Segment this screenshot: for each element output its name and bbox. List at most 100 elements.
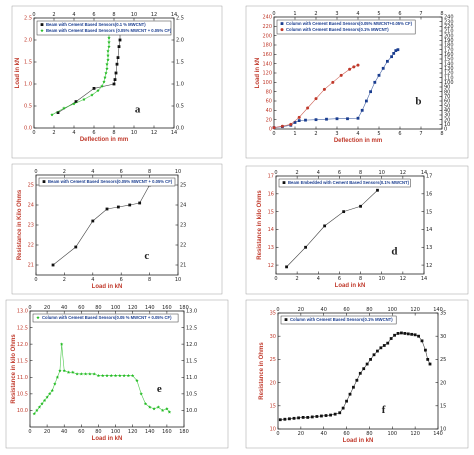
right-tick-label: 22 [180, 243, 186, 249]
right-tick-label: 11.5 [186, 358, 197, 364]
data-point [138, 201, 142, 205]
legend-marker [40, 28, 44, 33]
y-tick-label: 25 [270, 357, 276, 363]
top-tick-label: 5 [377, 11, 380, 17]
right-tick-label: 180 [444, 43, 454, 49]
y-tick-label: 180 [262, 43, 272, 49]
x-tick-label: 12 [400, 276, 406, 282]
data-point [297, 416, 300, 420]
x-tick-label: 10 [131, 130, 137, 136]
y-tick-label: 20 [266, 117, 272, 123]
y-tick-label: 11.0 [17, 375, 28, 381]
y-axis-label: Resistance in kilo Ohms [257, 190, 263, 260]
data-point [106, 49, 110, 53]
x-axis-label: Deflection in mm [80, 137, 128, 143]
top-tick-label: 6 [338, 170, 341, 176]
panel-label: e [157, 383, 162, 395]
data-point [82, 97, 86, 101]
data-point [345, 399, 348, 403]
data-point [115, 62, 119, 66]
y-tick-label: 14 [268, 227, 274, 233]
x-tick-label: 2 [314, 131, 317, 137]
top-tick-label: 120 [410, 307, 420, 313]
y-tick-label: 10.0 [17, 408, 28, 414]
data-point [51, 263, 55, 267]
x-tick-label: 10 [175, 277, 181, 283]
y-tick-label: 10 [270, 427, 276, 433]
legend: Column with Cement Based Sensors(0.1% MW… [280, 315, 397, 325]
legend-marker [40, 23, 44, 26]
data-point [72, 102, 76, 106]
right-tick-label: 35 [440, 311, 446, 317]
data-point [105, 207, 109, 211]
right-tick-label: 0 [444, 127, 447, 133]
x-tick-label: 7 [419, 131, 422, 137]
data-point [62, 368, 66, 373]
y-tick-label: 21 [28, 263, 34, 269]
panel-frame [245, 299, 469, 449]
x-tick-label: 14 [421, 276, 427, 282]
right-tick-label: 60 [444, 99, 450, 105]
data-point [331, 80, 335, 84]
top-tick-label: 10 [175, 169, 181, 175]
y-tick-label: 13.0 [17, 309, 28, 315]
y-tick-label: 30 [270, 334, 276, 340]
series-a-2 [50, 29, 111, 117]
y-tick-label: 23 [28, 223, 34, 229]
data-point [329, 413, 332, 417]
y-axis-label: Resistance in Kilo Ohms [17, 189, 23, 260]
data-point [338, 411, 342, 415]
top-tick-label: 14 [171, 12, 177, 18]
x-tick-label: 120 [410, 431, 420, 437]
chart-panel-e: 0 20 40 60 80 100 120 140 160 180 0 20 40 60 80 100 120 1… [5, 299, 229, 449]
x-tick-label: 6 [338, 276, 341, 282]
x-tick-label: 12 [151, 130, 157, 136]
top-tick-label: 0 [276, 307, 279, 313]
data-point [92, 372, 96, 376]
x-tick-label: 4 [356, 131, 359, 137]
data-point [71, 370, 75, 374]
x-tick-label: 140 [433, 431, 443, 437]
data-point [301, 416, 305, 419]
data-point [103, 75, 107, 79]
legend: Beam with Cement Based Sensors(0.1 % MWC… [36, 20, 172, 36]
series-line [273, 49, 399, 128]
data-point [75, 372, 79, 376]
top-tick-label: 8 [148, 169, 151, 175]
data-point [365, 362, 369, 366]
chart-panel-d: 0 2 4 6 8 10 12 14 0 2 4 6 8 10 12 14 12 13 14 15 16 17 12 13 14… [245, 165, 469, 295]
data-point [66, 370, 71, 374]
data-point [165, 406, 169, 411]
top-tick-label: 8 [112, 12, 115, 18]
data-point [379, 346, 383, 350]
top-tick-label: 2 [296, 170, 299, 176]
data-point [106, 58, 110, 62]
legend-marker [36, 315, 40, 320]
x-tick-label: 60 [343, 431, 349, 437]
x-tick-label: 8 [359, 276, 362, 282]
legend-entry: Column with Cement Based Sensors(0.1% MW… [290, 317, 393, 322]
y-tick-label: 17 [268, 174, 274, 180]
x-tick-label: 40 [321, 431, 327, 437]
y-axis-label: Resistance in Ohms [259, 342, 265, 400]
data-point [376, 349, 379, 353]
data-point [96, 373, 101, 378]
data-point [410, 332, 414, 336]
data-point [289, 122, 293, 126]
right-tick-label: 210 [444, 29, 454, 35]
data-point [135, 378, 139, 383]
y-tick-label: 100 [262, 80, 272, 86]
data-point [109, 373, 113, 378]
top-tick-label: 2 [314, 11, 317, 17]
series-f-1 [278, 331, 432, 422]
data-point [104, 71, 108, 75]
top-tick-label: 20 [298, 307, 304, 313]
data-point [278, 418, 282, 422]
panel-frame [245, 165, 469, 295]
data-point [428, 362, 432, 366]
legend: Column with Cement Based Sensors(0.05 % … [32, 313, 179, 323]
right-tick-label: 1.5 [176, 60, 184, 66]
data-point [400, 331, 403, 335]
right-tick-label: 10 [444, 122, 450, 128]
